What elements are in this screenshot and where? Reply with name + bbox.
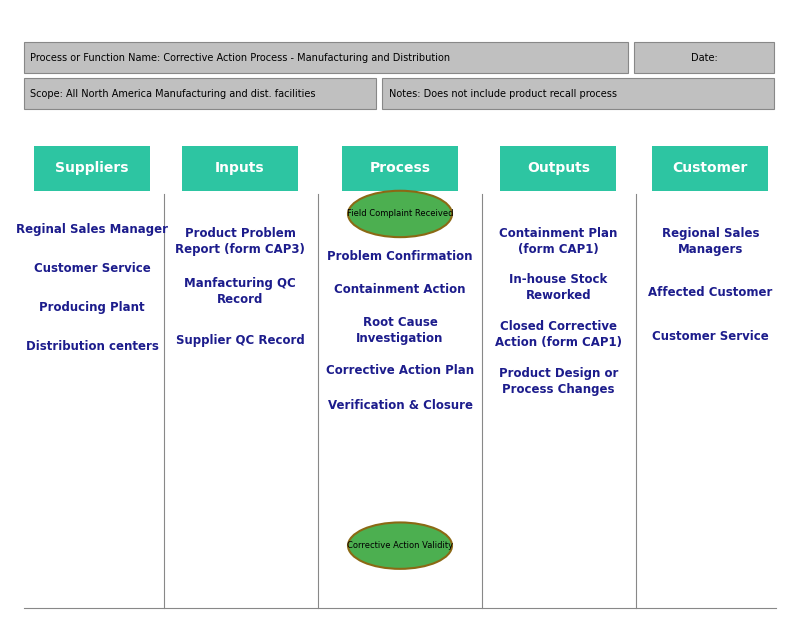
Text: Outputs: Outputs (527, 161, 590, 175)
Text: Containment Plan
(form CAP1): Containment Plan (form CAP1) (499, 227, 618, 256)
Text: Manfacturing QC
Record: Manfacturing QC Record (184, 277, 296, 306)
Text: Corrective Action Validity: Corrective Action Validity (347, 541, 453, 550)
FancyBboxPatch shape (342, 146, 458, 191)
Text: Customer Service: Customer Service (652, 330, 769, 343)
Text: Affected Customer: Affected Customer (648, 286, 773, 299)
Text: Product Design or
Process Changes: Product Design or Process Changes (498, 367, 618, 396)
Text: Problem Confirmation: Problem Confirmation (327, 251, 473, 263)
Text: Customer Service: Customer Service (34, 262, 150, 275)
FancyBboxPatch shape (182, 146, 298, 191)
Text: Root Cause
Investigation: Root Cause Investigation (356, 316, 444, 345)
Text: Product Problem
Report (form CAP3): Product Problem Report (form CAP3) (175, 227, 305, 256)
Text: Reginal Sales Manager: Reginal Sales Manager (16, 223, 168, 235)
FancyBboxPatch shape (24, 78, 376, 109)
Text: Producing Plant: Producing Plant (39, 301, 145, 314)
Text: In-house Stock
Reworked: In-house Stock Reworked (510, 273, 607, 302)
Text: Notes: Does not include product recall process: Notes: Does not include product recall p… (389, 89, 617, 99)
Text: Closed Corrective
Action (form CAP1): Closed Corrective Action (form CAP1) (495, 320, 622, 349)
Text: Inputs: Inputs (215, 161, 265, 175)
Text: Containment Action: Containment Action (334, 284, 466, 296)
Text: Scope: All North America Manufacturing and dist. facilities: Scope: All North America Manufacturing a… (30, 89, 316, 99)
Text: Process or Function Name: Corrective Action Process - Manufacturing and Distribu: Process or Function Name: Corrective Act… (30, 53, 450, 63)
Ellipse shape (348, 191, 452, 237)
FancyBboxPatch shape (634, 42, 774, 73)
Ellipse shape (348, 522, 452, 569)
Text: Corrective Action Plan: Corrective Action Plan (326, 365, 474, 377)
FancyBboxPatch shape (653, 146, 768, 191)
Text: Field Complaint Received: Field Complaint Received (346, 210, 454, 218)
Text: Supplier QC Record: Supplier QC Record (176, 334, 304, 347)
FancyBboxPatch shape (501, 146, 616, 191)
Text: Distribution centers: Distribution centers (26, 341, 158, 353)
FancyBboxPatch shape (34, 146, 150, 191)
Text: Customer: Customer (673, 161, 748, 175)
Text: Date:: Date: (691, 53, 718, 63)
FancyBboxPatch shape (382, 78, 774, 109)
FancyBboxPatch shape (24, 42, 628, 73)
Text: Regional Sales
Managers: Regional Sales Managers (662, 227, 759, 256)
Text: Process: Process (370, 161, 430, 175)
Text: Suppliers: Suppliers (55, 161, 129, 175)
Text: Verification & Closure: Verification & Closure (327, 399, 473, 411)
